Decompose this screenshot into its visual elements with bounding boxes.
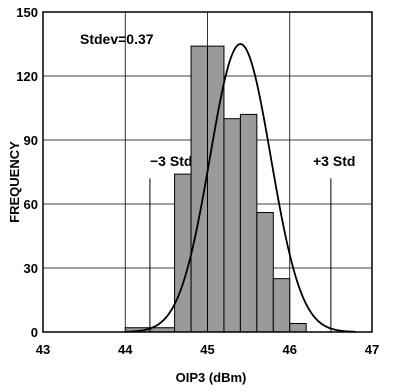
histogram-bar bbox=[239, 113, 258, 333]
x-tick-label: 47 bbox=[365, 342, 379, 357]
histogram-bars bbox=[124, 45, 307, 333]
histogram-bar bbox=[207, 45, 225, 333]
plot-frame bbox=[42, 11, 373, 333]
y-tick-label: 30 bbox=[24, 261, 38, 276]
y-axis-title: FREQUENCY bbox=[7, 141, 22, 223]
y-tick-label: 150 bbox=[16, 5, 38, 20]
plus-3-std-label: +3 Std bbox=[313, 153, 355, 169]
x-tick-label: 46 bbox=[283, 342, 297, 357]
histogram-bar bbox=[256, 212, 274, 333]
y-tick-label: 90 bbox=[24, 133, 38, 148]
y-tick-label: 0 bbox=[31, 325, 38, 340]
std-marker-lines bbox=[149, 178, 332, 332]
x-tick-label: 43 bbox=[36, 342, 50, 357]
x-tick-label: 45 bbox=[200, 342, 214, 357]
y-tick-label: 60 bbox=[24, 197, 38, 212]
histogram-bar bbox=[289, 322, 307, 333]
histogram-bar bbox=[223, 118, 241, 333]
x-axis-title: OIP3 (dBm) bbox=[176, 370, 247, 385]
x-tick-label: 44 bbox=[118, 342, 133, 357]
stdev-annotation: Stdev=0.37 bbox=[80, 31, 154, 47]
minus-3-std-label: −3 Std bbox=[150, 153, 192, 169]
histogram-bar bbox=[272, 278, 291, 333]
tick-labels: 0 30 60 90 120 150 43 44 45 46 47 bbox=[16, 5, 379, 357]
normal-curve bbox=[125, 43, 356, 333]
y-tick-label: 120 bbox=[16, 69, 38, 84]
histogram-bar bbox=[174, 173, 192, 333]
normal-curve-layer bbox=[125, 43, 356, 333]
